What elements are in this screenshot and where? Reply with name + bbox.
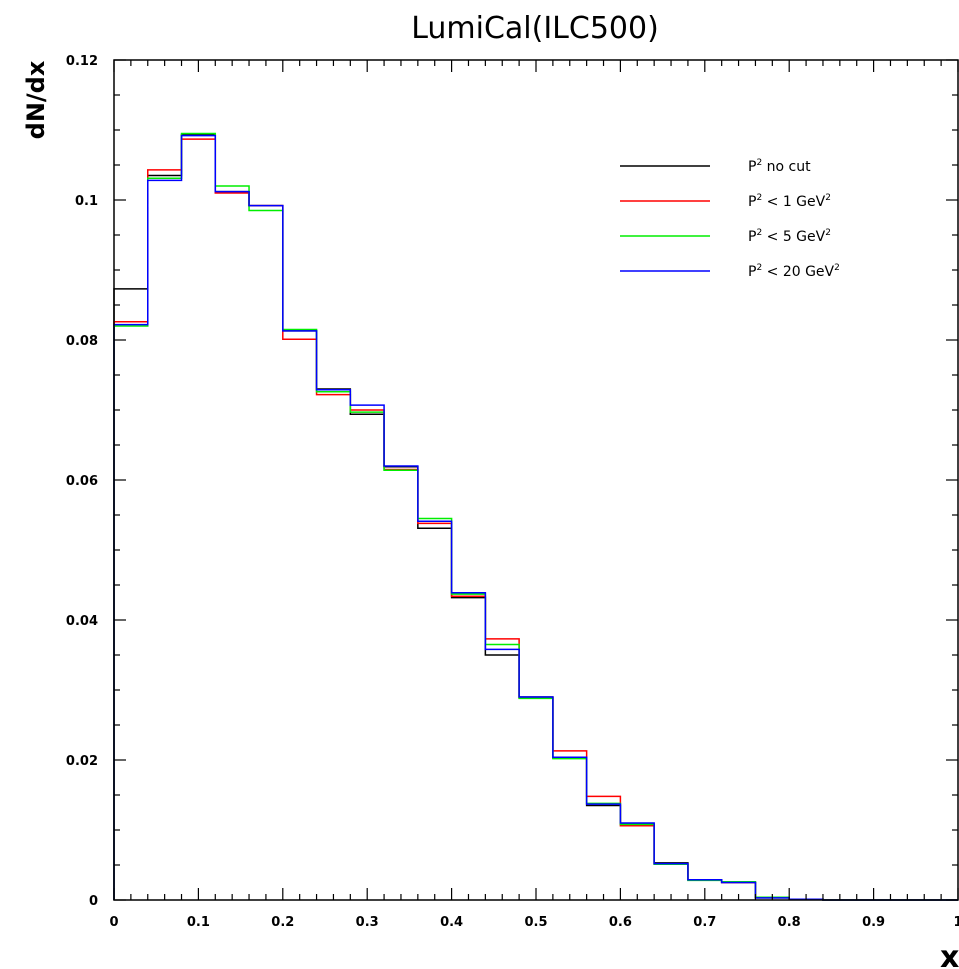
chart-title: LumiCal(ILC500) xyxy=(411,11,659,46)
x-tick-label: 0.9 xyxy=(862,915,885,930)
y-tick-label: 0.08 xyxy=(66,334,98,349)
x-tick-label: 0.2 xyxy=(271,915,294,930)
legend-label-3: P2 < 20 GeV2 xyxy=(748,263,840,280)
legend: P2 no cut P2 < 1 GeV2 P2 < 5 GeV2 P2 < 20 G… xyxy=(620,158,840,280)
y-tick-label: 0 xyxy=(89,894,98,909)
x-tick-label: 0.8 xyxy=(778,915,801,930)
series-line-3 xyxy=(113,134,958,901)
y-tick-label: 0.04 xyxy=(66,614,98,629)
x-tick-label: 0.7 xyxy=(693,915,716,930)
series-line-1 xyxy=(113,138,958,901)
legend-label-1: P2 < 1 GeV2 xyxy=(748,193,831,210)
y-tick-label: 0.06 xyxy=(66,474,98,489)
axis-layer: 0 0.1 0.2 0.3 0.4 0.5 0.6 0.7 0.8 0.9 1 0 0.02 0.04 0.… xyxy=(66,54,959,930)
legend-label-2: P2 < 5 GeV2 xyxy=(748,228,831,245)
series-line-0 xyxy=(113,134,958,901)
series-layer xyxy=(113,132,958,901)
x-tick-label: 0.5 xyxy=(524,915,547,930)
series-line-2 xyxy=(113,132,958,901)
x-axis-title: x xyxy=(940,940,959,969)
y-tick-label: 0.12 xyxy=(66,54,98,69)
y-tick-label: 0.02 xyxy=(66,754,98,769)
legend-label-0: P2 no cut xyxy=(748,158,811,175)
x-tick-label: 0.6 xyxy=(609,915,632,930)
y-axis-title: dN/dx xyxy=(22,60,50,139)
x-tick-label: 0.1 xyxy=(187,915,210,930)
x-tick-label: 0.4 xyxy=(440,915,463,930)
x-tick-label: 1 xyxy=(953,915,959,930)
x-tick-label: 0 xyxy=(109,915,118,930)
y-tick-label: 0.1 xyxy=(75,194,98,209)
x-tick-label: 0.3 xyxy=(356,915,379,930)
